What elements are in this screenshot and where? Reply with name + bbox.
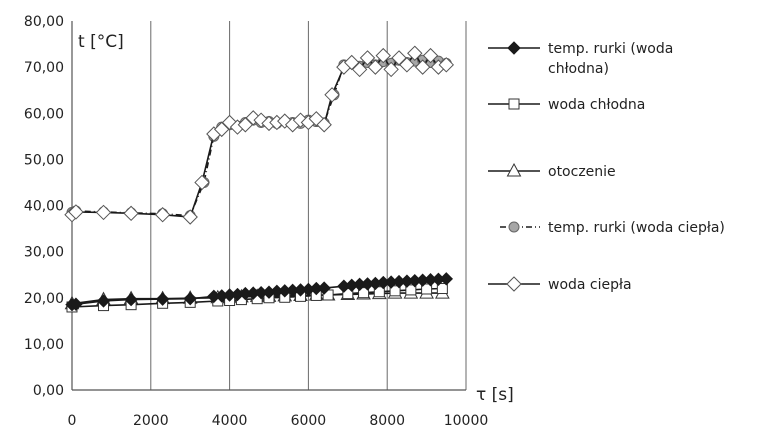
legend-marker (508, 98, 520, 110)
data-point (95, 204, 112, 221)
data-point (292, 112, 309, 128)
legend-marker (507, 41, 521, 55)
legend-label: temp. rurki (woda chłodna) (548, 41, 673, 77)
data-point (358, 287, 370, 299)
legend-marker (506, 276, 522, 292)
x-tick-label: 6000 (291, 413, 327, 429)
data-point (421, 283, 433, 295)
legend-label: otoczenie (548, 164, 616, 180)
legend-item: woda chłodna (488, 97, 645, 113)
legend-label: woda ciepła (548, 277, 632, 293)
legend-label: woda chłodna (548, 97, 645, 113)
legend-marker (508, 221, 520, 233)
data-point (407, 45, 423, 61)
series-4 (66, 54, 452, 222)
data-point (317, 281, 331, 295)
data-point (68, 204, 84, 220)
y-axis-title-background (75, 27, 137, 55)
legend-item: otoczenie (488, 162, 616, 180)
series-line (71, 59, 447, 217)
data-point (439, 272, 454, 286)
data-point (436, 283, 448, 295)
data-point (194, 174, 210, 191)
data-point (324, 87, 340, 103)
y-tick-label: 80,00 (24, 14, 64, 30)
legend-item: temp. rurki (woda ciepła) (500, 220, 725, 236)
data-point (214, 121, 230, 138)
x-tick-label: 8000 (369, 413, 405, 429)
y-tick-label: 40,00 (24, 199, 64, 215)
y-tick-label: 60,00 (24, 106, 64, 122)
legend: temp. rurki (woda chłodna) woda chłodna oto… (488, 41, 725, 293)
data-point (438, 57, 455, 73)
grid-lines (150, 21, 467, 390)
x-tick-label: 10000 (444, 413, 489, 429)
y-tick-label: 20,00 (24, 291, 64, 307)
x-tick-labels: 0 2000 4000 6000 8000 10000 (68, 413, 489, 429)
series-line (71, 51, 447, 218)
x-tick-label: 4000 (212, 413, 248, 429)
legend-item: woda ciepła (488, 276, 632, 293)
data-point (367, 59, 384, 75)
data-point (96, 294, 111, 308)
y-tick-label: 70,00 (24, 60, 64, 76)
data-point (154, 207, 171, 223)
legend-marker (506, 162, 522, 177)
y-axis-title: t [°C] (78, 32, 124, 52)
x-tick-label: 0 (68, 413, 77, 429)
legend-label: temp. rurki (woda ciepła) (548, 220, 725, 236)
legend-item: temp. rurki (woda chłodna) (488, 41, 673, 77)
series-1 (65, 272, 454, 312)
data-point (124, 292, 138, 307)
data-point (405, 284, 417, 296)
data-point (383, 61, 399, 78)
data-point (253, 112, 269, 128)
data-point (123, 205, 139, 222)
data-point (414, 59, 431, 75)
data-point (316, 117, 332, 133)
data-point (245, 110, 261, 126)
data-point (375, 47, 391, 64)
data-point (389, 285, 401, 297)
data-point (422, 47, 439, 64)
data-point (359, 50, 376, 66)
data-point (155, 292, 170, 306)
data-point (399, 57, 415, 73)
y-tick-label: 10,00 (24, 337, 64, 353)
y-tick-label: 30,00 (24, 245, 64, 261)
y-tick-labels: 0,00 10,00 20,00 30,00 40,00 50,00 60,00 70,00 8… (24, 14, 64, 399)
data-point (373, 286, 385, 298)
x-axis-title: τ [s] (476, 385, 514, 405)
axes (71, 21, 466, 391)
data-point (183, 291, 197, 306)
data-point (69, 297, 83, 311)
data-point (351, 61, 368, 78)
data-point (237, 117, 254, 133)
data-point (344, 54, 360, 71)
series-5 (64, 45, 455, 225)
y-tick-label: 0,00 (33, 383, 64, 399)
data-point (182, 209, 198, 225)
series-group (64, 45, 455, 313)
data-point (391, 50, 407, 66)
x-tick-label: 2000 (133, 413, 169, 429)
y-tick-label: 50,00 (24, 152, 64, 168)
